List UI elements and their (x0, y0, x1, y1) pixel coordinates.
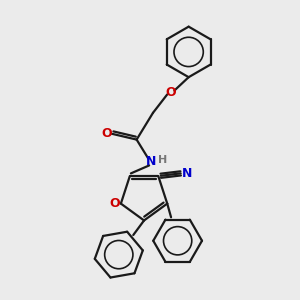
Text: O: O (109, 197, 120, 210)
Text: N: N (146, 155, 157, 168)
Text: H: H (158, 155, 167, 165)
Text: O: O (166, 85, 176, 98)
Text: O: O (102, 127, 112, 140)
Text: N: N (182, 167, 192, 180)
